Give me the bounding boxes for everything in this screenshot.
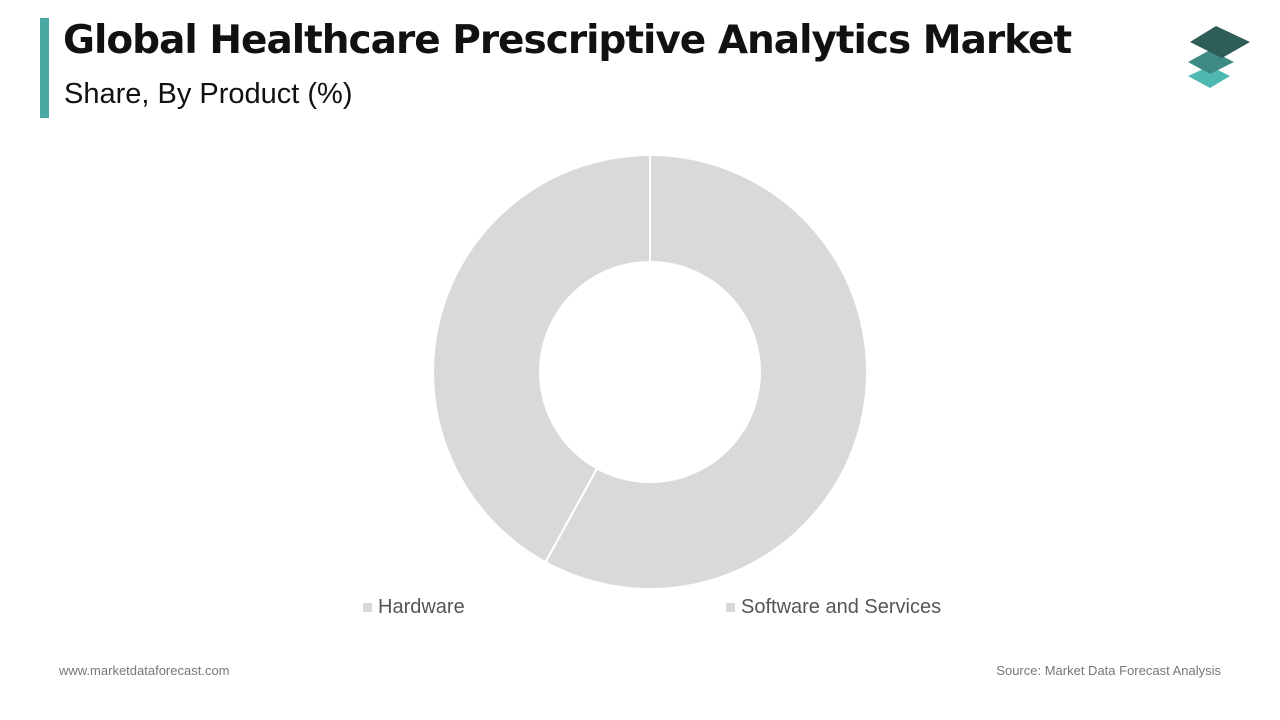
legend-swatch-hardware bbox=[363, 603, 372, 612]
donut-slice-software-and-services bbox=[544, 153, 868, 590]
legend-item-hardware: Hardware bbox=[363, 596, 465, 619]
website-url: www.marketdataforecast.com bbox=[59, 663, 230, 678]
legend-item-software-and-services: Software and Services bbox=[726, 596, 941, 619]
legend-label-hardware: Hardware bbox=[378, 596, 465, 618]
chart-subtitle: Share, By Product (%) bbox=[64, 78, 353, 110]
legend-swatch-software-and-services bbox=[726, 603, 735, 612]
donut-slice-hardware bbox=[431, 153, 651, 564]
page-title: Global Healthcare Prescriptive Analytics… bbox=[63, 18, 1072, 63]
stacked-layers-icon bbox=[1188, 26, 1250, 88]
legend-label-software-and-services: Software and Services bbox=[741, 596, 942, 618]
source-note: Source: Market Data Forecast Analysis bbox=[996, 663, 1221, 678]
title-accent-bar bbox=[40, 18, 49, 118]
